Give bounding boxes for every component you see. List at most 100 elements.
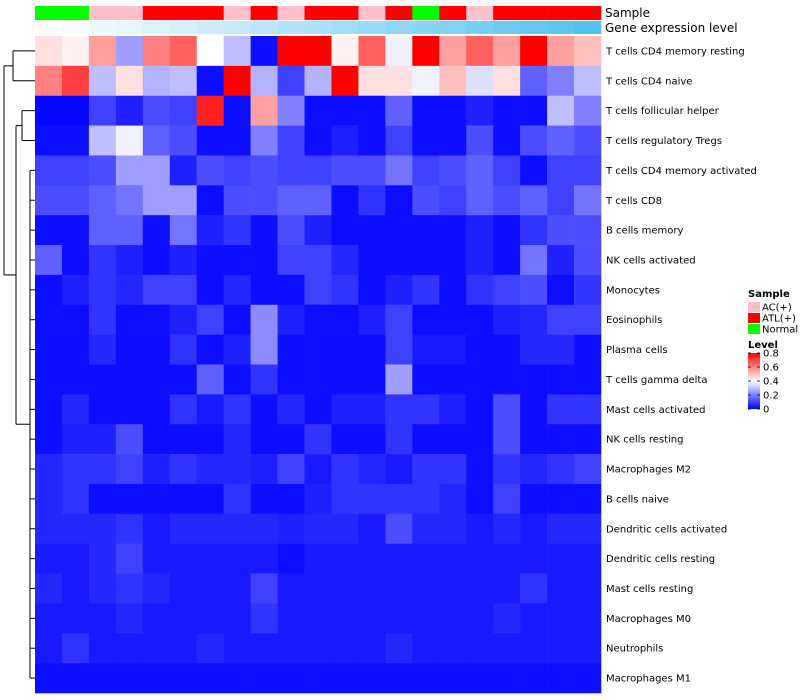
heatmap-cell [196, 95, 224, 126]
heatmap-cell [277, 364, 305, 395]
sample-annotation-cell [574, 6, 602, 20]
expression-annotation-cell [169, 21, 198, 34]
heatmap-cell [142, 95, 171, 126]
heatmap-cell [115, 65, 144, 97]
heatmap-cell [223, 215, 251, 246]
heatmap-cell [358, 424, 386, 455]
heatmap-cell [223, 334, 251, 365]
heatmap-cell [574, 394, 602, 425]
heatmap-cell [250, 215, 278, 246]
heatmap-cell [61, 663, 90, 694]
heatmap-cell [439, 334, 467, 365]
heatmap-cell [412, 394, 440, 425]
heatmap-cell [466, 633, 494, 664]
legend-sample-label: AC(+) [762, 303, 792, 314]
heatmap-cell [196, 483, 224, 515]
annotation-labels: Sample Gene expression level [605, 6, 738, 35]
heatmap-cell [250, 364, 278, 395]
heatmap-cell [196, 663, 224, 694]
heatmap-cell [277, 543, 305, 574]
heatmap-cell [439, 36, 467, 67]
heatmap-cell [574, 155, 602, 186]
heatmap-cell [304, 663, 332, 694]
heatmap-cell [466, 274, 494, 306]
heatmap-cell [169, 185, 198, 216]
heatmap-cell [115, 95, 144, 126]
legend-level-ticks: 0.8 0.6 0.4 0.2 0 [748, 349, 779, 416]
heatmap-cell [304, 543, 332, 574]
heatmap-cell [439, 454, 467, 485]
heatmap-cell [142, 155, 171, 186]
heatmap-cell [304, 95, 332, 126]
heatmap-cell [61, 394, 90, 425]
heatmap-cell [385, 245, 413, 276]
heatmap-cell [61, 65, 90, 97]
heatmap-cell [412, 185, 440, 216]
heatmap-cell [142, 454, 171, 485]
heatmap-cell [115, 424, 144, 455]
heatmap-cell [61, 185, 90, 216]
heatmap-cell [412, 543, 440, 574]
heatmap-cell [466, 304, 494, 335]
heatmap-cell [88, 663, 117, 694]
legend-level-tick-label: 0.2 [763, 391, 779, 402]
heatmap-cell [466, 513, 494, 544]
heatmap-cell [169, 155, 198, 186]
heatmap-cell [439, 65, 467, 97]
heatmap-cell [385, 65, 413, 97]
heatmap-cell [142, 65, 171, 97]
heatmap-cell [574, 185, 602, 216]
heatmap-cell [520, 274, 548, 306]
heatmap-cell [35, 155, 63, 186]
heatmap-cell [35, 125, 63, 156]
expression-annotation-cell [385, 21, 413, 34]
expression-annotation-cell [223, 21, 251, 34]
heatmap-cell [520, 454, 548, 485]
heatmap-cell [547, 185, 575, 216]
heatmap-cell [385, 603, 413, 634]
heatmap-cell [412, 364, 440, 395]
heatmap-cell [35, 65, 63, 97]
heatmap-cell [142, 36, 171, 67]
heatmap-cell [88, 633, 117, 664]
heatmap-cell [412, 424, 440, 455]
heatmap-cell [88, 513, 117, 544]
heatmap-cell [169, 364, 198, 395]
heatmap-cell [277, 334, 305, 365]
heatmap-cell [61, 364, 90, 395]
legend-sample-label: ATL(+) [762, 314, 796, 325]
heatmap-cell [61, 483, 90, 515]
heatmap-cell [493, 364, 521, 395]
expression-annotation-cell [358, 21, 386, 34]
heatmap-cell [169, 513, 198, 544]
heatmap-cell [196, 304, 224, 335]
heatmap-cell [142, 304, 171, 335]
legend-level-tick-label: 0.8 [763, 349, 779, 360]
row-label: Macrophages M1 [606, 674, 691, 685]
heatmap-cell [115, 215, 144, 246]
heatmap-cell [142, 633, 171, 664]
heatmap-cell [169, 633, 198, 664]
row-label: Plasma cells [606, 345, 668, 356]
heatmap-cell [493, 95, 521, 126]
heatmap-cell [547, 215, 575, 246]
heatmap-cell [250, 304, 278, 335]
heatmap-cell [466, 394, 494, 425]
heatmap-cell [61, 424, 90, 455]
heatmap-cell [277, 215, 305, 246]
heatmap-cell [35, 304, 63, 335]
heatmap-cell [61, 513, 90, 544]
heatmap-cell [142, 274, 171, 306]
sample-annotation-cell [169, 6, 198, 20]
heatmap-cell [223, 36, 251, 67]
heatmap-cell [358, 663, 386, 694]
heatmap-cell [115, 573, 144, 604]
heatmap-cell [304, 65, 332, 97]
heatmap-cell [520, 95, 548, 126]
heatmap-cell [196, 513, 224, 544]
row-label: T cells regulatory Tregs [605, 136, 722, 147]
heatmap-cell [466, 603, 494, 634]
heatmap-cell [439, 155, 467, 186]
heatmap-cell [88, 573, 117, 604]
sample-annotation-cell [196, 6, 224, 20]
